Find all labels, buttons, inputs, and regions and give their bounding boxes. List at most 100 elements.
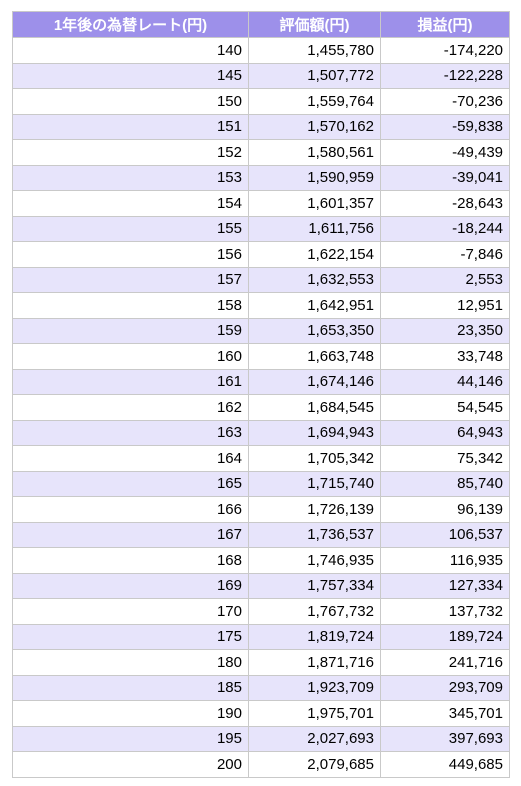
table-cell: 152	[12, 139, 249, 166]
table-cell: 2,079,685	[248, 751, 381, 778]
table-cell: 165	[12, 470, 249, 497]
table-row: 167 1,736,537 106,537	[12, 521, 510, 548]
table-row: 156 1,622,154 -7,846	[12, 241, 510, 268]
table-cell: 106,537	[380, 521, 510, 548]
table-cell: 1,923,709	[248, 674, 381, 701]
table-cell: 159	[12, 317, 249, 344]
table-row: 154 1,601,357 -28,643	[12, 190, 510, 217]
table-row: 140 1,455,780 -174,220	[12, 37, 510, 64]
table-cell: 155	[12, 215, 249, 242]
table-cell: 345,701	[380, 700, 510, 727]
table-row: 200 2,079,685 449,685	[12, 751, 510, 778]
table-cell: 175	[12, 623, 249, 650]
table-cell: -70,236	[380, 88, 510, 115]
table-row: 153 1,590,959 -39,041	[12, 164, 510, 191]
table-cell: 64,943	[380, 419, 510, 446]
table-cell: 180	[12, 649, 249, 676]
table-row: 145 1,507,772 -122,228	[12, 62, 510, 89]
table-cell: 1,601,357	[248, 190, 381, 217]
table-cell: 169	[12, 572, 249, 599]
table-cell: 1,684,545	[248, 394, 381, 421]
table-cell: 1,726,139	[248, 496, 381, 523]
table-cell: 1,663,748	[248, 343, 381, 370]
table-cell: 1,590,959	[248, 164, 381, 191]
table-cell: 1,757,334	[248, 572, 381, 599]
table-cell: 2,553	[380, 266, 510, 293]
table-cell: 185	[12, 674, 249, 701]
table-cell: 1,694,943	[248, 419, 381, 446]
table-cell: -174,220	[380, 37, 510, 64]
table-cell: 1,570,162	[248, 113, 381, 140]
table-row: 160 1,663,748 33,748	[12, 343, 510, 370]
table-row: 151 1,570,162 -59,838	[12, 113, 510, 140]
table-row: 190 1,975,701 345,701	[12, 700, 510, 727]
table-row: 162 1,684,545 54,545	[12, 394, 510, 421]
table-cell: 189,724	[380, 623, 510, 650]
table-cell: 1,736,537	[248, 521, 381, 548]
table-cell: -122,228	[380, 62, 510, 89]
table-row: 163 1,694,943 64,943	[12, 419, 510, 446]
table-cell: -18,244	[380, 215, 510, 242]
table-cell: -39,041	[380, 164, 510, 191]
table-cell: 145	[12, 62, 249, 89]
table-cell: 160	[12, 343, 249, 370]
header-cell: 評価額(円)	[248, 11, 381, 38]
table-row: 159 1,653,350 23,350	[12, 317, 510, 344]
table-cell: 170	[12, 598, 249, 625]
header-cell: 1年後の為替レート(円)	[12, 11, 249, 38]
table-cell: 116,935	[380, 547, 510, 574]
table-cell: 190	[12, 700, 249, 727]
table-cell: 85,740	[380, 470, 510, 497]
table-cell: 158	[12, 292, 249, 319]
table-cell: 154	[12, 190, 249, 217]
table-cell: 1,746,935	[248, 547, 381, 574]
table-cell: 200	[12, 751, 249, 778]
table-cell: 75,342	[380, 445, 510, 472]
table-cell: 293,709	[380, 674, 510, 701]
table-row: 170 1,767,732 137,732	[12, 598, 510, 625]
table-cell: 167	[12, 521, 249, 548]
table-cell: 33,748	[380, 343, 510, 370]
table-row: 180 1,871,716 241,716	[12, 649, 510, 676]
table-cell: 151	[12, 113, 249, 140]
table-cell: 1,767,732	[248, 598, 381, 625]
table-cell: 23,350	[380, 317, 510, 344]
table-cell: -59,838	[380, 113, 510, 140]
table-cell: 1,871,716	[248, 649, 381, 676]
table-cell: 166	[12, 496, 249, 523]
table-cell: 153	[12, 164, 249, 191]
table-cell: 168	[12, 547, 249, 574]
table-cell: 150	[12, 88, 249, 115]
table-cell: -49,439	[380, 139, 510, 166]
table-cell: 1,507,772	[248, 62, 381, 89]
table-row: 164 1,705,342 75,342	[12, 445, 510, 472]
table-cell: 195	[12, 725, 249, 752]
table-cell: 157	[12, 266, 249, 293]
table-cell: 1,455,780	[248, 37, 381, 64]
table-cell: 1,674,146	[248, 368, 381, 395]
table-cell: 44,146	[380, 368, 510, 395]
table-cell: 137,732	[380, 598, 510, 625]
table-cell: 127,334	[380, 572, 510, 599]
table-cell: 96,139	[380, 496, 510, 523]
table-row: 185 1,923,709 293,709	[12, 674, 510, 701]
table-cell: 164	[12, 445, 249, 472]
table-cell: 1,580,561	[248, 139, 381, 166]
table-cell: 163	[12, 419, 249, 446]
header-row: 1年後の為替レート(円) 評価額(円) 損益(円)	[12, 11, 510, 38]
table-cell: 1,715,740	[248, 470, 381, 497]
table-cell: 2,027,693	[248, 725, 381, 752]
table-cell: 1,705,342	[248, 445, 381, 472]
table-row: 155 1,611,756 -18,244	[12, 215, 510, 242]
table-cell: 12,951	[380, 292, 510, 319]
table-cell: 140	[12, 37, 249, 64]
data-table: 1年後の為替レート(円) 評価額(円) 損益(円) 140 1,455,780 -174…	[12, 11, 510, 778]
table-cell: 1,632,553	[248, 266, 381, 293]
table-cell: 54,545	[380, 394, 510, 421]
table-cell: 449,685	[380, 751, 510, 778]
table-cell: 397,693	[380, 725, 510, 752]
table-row: 165 1,715,740 85,740	[12, 470, 510, 497]
table-row: 195 2,027,693 397,693	[12, 725, 510, 752]
table-cell: 1,819,724	[248, 623, 381, 650]
